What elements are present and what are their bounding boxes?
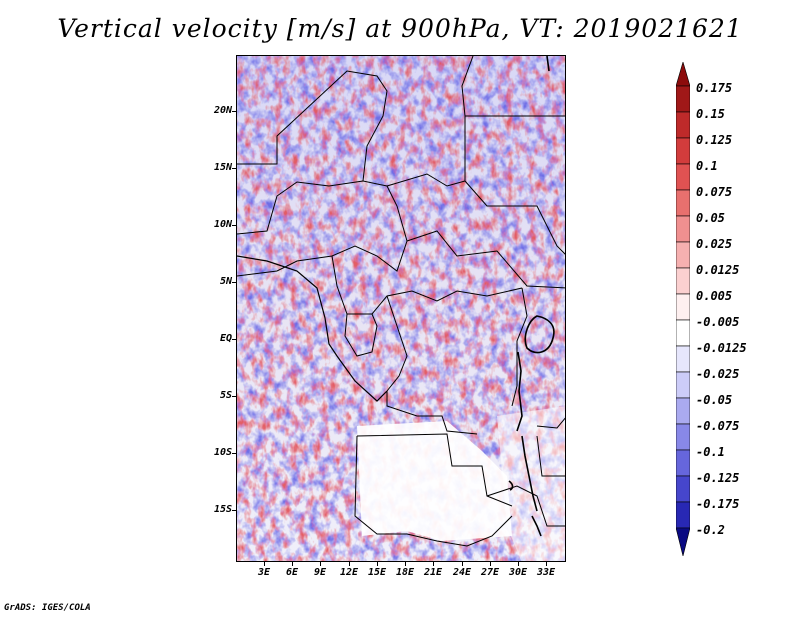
colorbar-swatch [676,267,690,295]
colorbar [676,62,690,556]
lon-tick [264,562,265,566]
lat-tick [232,510,236,511]
colorbar-swatch [676,189,690,217]
lon-label-27e: 27E [480,567,500,578]
lat-label-20n: 20N [213,105,232,116]
lon-tick [349,562,350,566]
colorbar-label: 0.05 [696,211,725,225]
lon-label-9e: 9E [313,567,327,578]
colorbar-swatch [676,449,690,477]
grads-credit: GrADS: IGES/COLA [4,603,91,613]
lon-label-3e: 3E [257,567,271,578]
colorbar-swatch [676,293,690,321]
colorbar-swatch [676,111,690,139]
lon-label-18e: 18E [395,567,415,578]
colorbar-swatch [676,371,690,399]
colorbar-swatch [676,345,690,373]
lon-tick [490,562,491,566]
colorbar-swatch [676,397,690,425]
lat-label-5n: 5N [219,276,232,287]
colorbar-swatch [676,423,690,451]
vertical-velocity-field [237,56,565,561]
lon-tick [292,562,293,566]
colorbar-label: -0.025 [696,367,740,381]
colorbar-swatch [676,85,690,113]
colorbar-label: -0.2 [696,523,725,537]
lat-label-10s: 10S [213,447,232,458]
lon-tick [433,562,434,566]
colorbar-label: 0.025 [696,237,733,251]
lon-tick [377,562,378,566]
lat-label-15n: 15N [213,162,232,173]
lat-label-eq: EQ [219,333,232,344]
colorbar-label: 0.15 [696,107,725,121]
lat-label-15s: 15S [213,504,232,515]
colorbar-label: -0.075 [696,419,740,433]
lon-label-30e: 30E [508,567,528,578]
colorbar-label: 0.1 [696,159,718,173]
lon-tick [546,562,547,566]
colorbar-label: 0.0125 [696,263,740,277]
colorbar-label: -0.05 [696,393,733,407]
lat-label-5s: 5S [219,390,232,401]
colorbar-swatch [676,215,690,243]
lon-tick [405,562,406,566]
lat-tick [232,282,236,283]
colorbar-bottom-arrow [676,527,690,556]
colorbar-label: 0.125 [696,133,733,147]
lat-tick [232,453,236,454]
colorbar-swatch [676,319,690,347]
colorbar-label: 0.175 [696,81,733,95]
lon-label-33e: 33E [536,567,556,578]
lat-tick [232,225,236,226]
map-panel [236,55,566,562]
lon-label-15e: 15E [367,567,387,578]
colorbar-top-arrow [676,62,690,87]
colorbar-label: 0.075 [696,185,733,199]
chart-title: Vertical velocity [m/s] at 900hPa, VT: 2… [57,14,743,43]
colorbar-swatch [676,501,690,529]
colorbar-swatch [676,475,690,503]
colorbar-label: 0.005 [696,289,733,303]
lon-label-12e: 12E [339,567,359,578]
lon-tick [320,562,321,566]
lat-label-10n: 10N [213,219,232,230]
colorbar-label: -0.005 [696,315,740,329]
colorbar-label: -0.1 [696,445,725,459]
lon-label-24e: 24E [452,567,472,578]
colorbar-label: -0.175 [696,497,740,511]
lat-tick [232,339,236,340]
lon-tick [518,562,519,566]
lon-tick [462,562,463,566]
colorbar-swatch [676,241,690,269]
lat-tick [232,168,236,169]
colorbar-swatch [676,163,690,191]
colorbar-swatch [676,137,690,165]
lat-tick [232,396,236,397]
colorbar-label: -0.0125 [696,341,747,355]
lon-label-21e: 21E [423,567,443,578]
lon-label-6e: 6E [285,567,299,578]
colorbar-label: -0.125 [696,471,740,485]
lat-tick [232,111,236,112]
